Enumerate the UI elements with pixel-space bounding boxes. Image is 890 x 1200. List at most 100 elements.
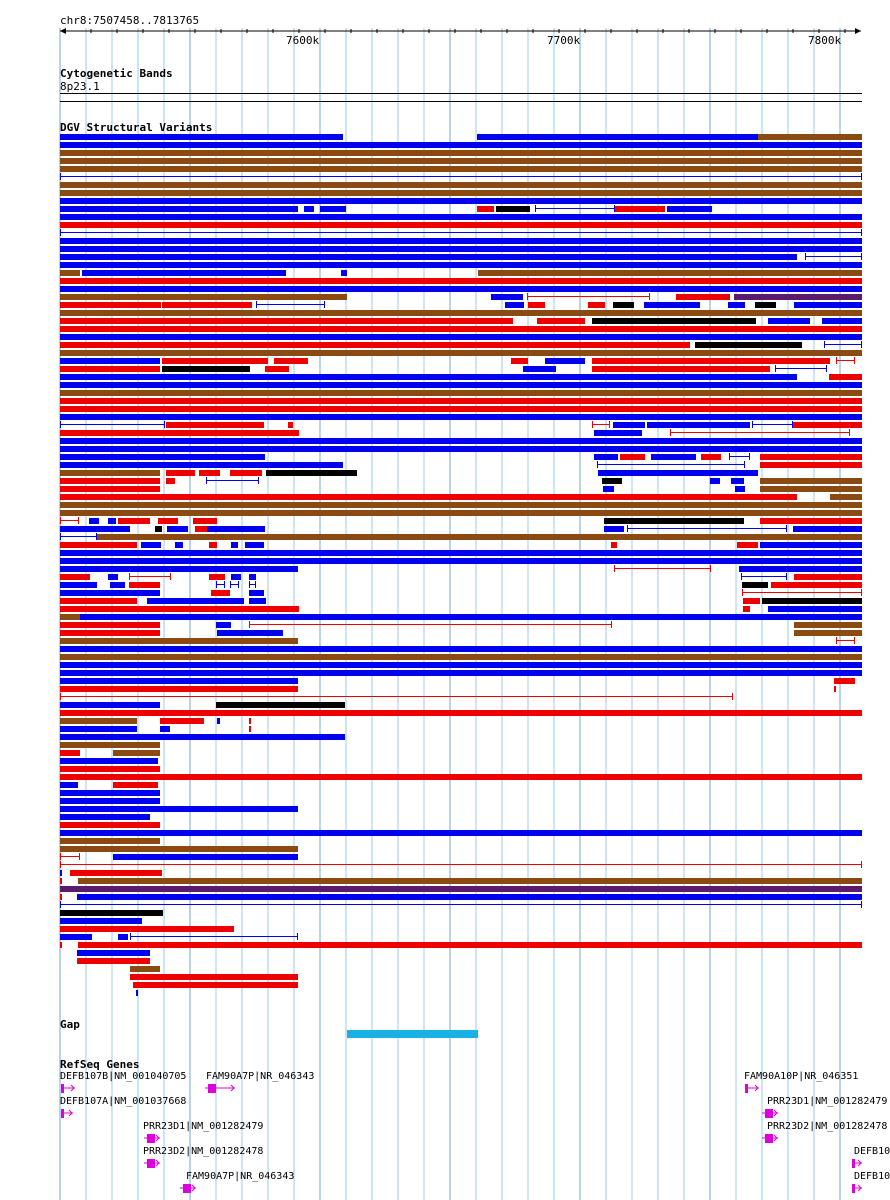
sv-feature[interactable] bbox=[743, 598, 760, 604]
sv-feature[interactable] bbox=[60, 533, 97, 540]
sv-feature[interactable] bbox=[249, 574, 256, 580]
sv-feature[interactable] bbox=[60, 822, 160, 828]
sv-feature[interactable] bbox=[614, 565, 711, 572]
sv-feature[interactable] bbox=[755, 302, 776, 308]
sv-feature[interactable] bbox=[245, 542, 264, 548]
sv-feature[interactable] bbox=[230, 470, 262, 476]
gap-block[interactable] bbox=[347, 1030, 478, 1038]
sv-feature[interactable] bbox=[613, 302, 634, 308]
sv-feature[interactable] bbox=[836, 357, 855, 364]
sv-feature[interactable] bbox=[60, 190, 862, 196]
sv-feature[interactable] bbox=[166, 478, 175, 484]
sv-feature[interactable] bbox=[60, 398, 862, 404]
sv-feature[interactable] bbox=[60, 262, 862, 268]
sv-feature[interactable] bbox=[743, 606, 750, 612]
sv-feature[interactable] bbox=[60, 270, 80, 276]
dgv-track-title[interactable]: DGV Structural Variants bbox=[60, 121, 213, 134]
sv-feature[interactable] bbox=[216, 581, 225, 588]
sv-feature[interactable] bbox=[60, 421, 165, 428]
sv-feature[interactable] bbox=[60, 238, 862, 244]
sv-feature[interactable] bbox=[60, 814, 150, 820]
sv-feature[interactable] bbox=[209, 574, 225, 580]
sv-feature[interactable] bbox=[97, 534, 862, 540]
sv-feature[interactable] bbox=[113, 854, 298, 860]
sv-feature[interactable] bbox=[775, 365, 827, 372]
gene-label[interactable]: FAM90A10P|NR_046351 bbox=[744, 1071, 859, 1082]
sv-feature[interactable] bbox=[129, 573, 171, 580]
sv-feature[interactable] bbox=[60, 486, 160, 492]
sv-feature[interactable] bbox=[288, 422, 293, 428]
sv-feature[interactable] bbox=[216, 702, 345, 708]
sv-feature[interactable] bbox=[108, 574, 118, 580]
sv-feature[interactable] bbox=[478, 270, 862, 276]
sv-feature[interactable] bbox=[320, 206, 346, 212]
sv-feature[interactable] bbox=[166, 470, 195, 476]
sv-feature[interactable] bbox=[60, 502, 862, 508]
sv-feature[interactable] bbox=[60, 870, 62, 876]
sv-feature[interactable] bbox=[60, 934, 92, 940]
sv-feature[interactable] bbox=[147, 598, 244, 604]
sv-feature[interactable] bbox=[133, 982, 298, 988]
sv-feature[interactable] bbox=[592, 421, 610, 428]
sv-feature[interactable] bbox=[60, 830, 862, 836]
sv-feature[interactable] bbox=[670, 429, 850, 436]
sv-feature[interactable] bbox=[505, 302, 524, 308]
sv-feature[interactable] bbox=[60, 478, 160, 484]
gene-label[interactable]: PRR23D2|NM_001282478 bbox=[767, 1121, 888, 1132]
sv-feature[interactable] bbox=[60, 614, 862, 620]
sv-feature[interactable] bbox=[167, 526, 188, 532]
sv-feature[interactable] bbox=[60, 302, 161, 308]
sv-feature[interactable] bbox=[760, 486, 862, 492]
sv-feature[interactable] bbox=[60, 374, 797, 380]
refseq-track-title[interactable]: RefSeq Genes bbox=[60, 1058, 140, 1071]
sv-feature[interactable] bbox=[341, 270, 347, 276]
sv-feature[interactable] bbox=[60, 606, 299, 612]
sv-feature[interactable] bbox=[113, 782, 158, 788]
sv-feature[interactable] bbox=[60, 782, 78, 788]
sv-feature[interactable] bbox=[734, 294, 862, 300]
sv-feature[interactable] bbox=[752, 421, 793, 428]
sv-feature[interactable] bbox=[771, 582, 862, 588]
sv-feature[interactable] bbox=[60, 678, 298, 684]
cytoband-track-title[interactable]: Cytogenetic Bands bbox=[60, 67, 173, 80]
sv-feature[interactable] bbox=[760, 478, 862, 484]
sv-feature[interactable] bbox=[60, 278, 862, 284]
sv-feature[interactable] bbox=[644, 302, 700, 308]
sv-feature[interactable] bbox=[60, 590, 160, 596]
sv-feature[interactable] bbox=[60, 342, 690, 348]
sv-feature[interactable] bbox=[729, 453, 750, 460]
sv-feature[interactable] bbox=[793, 526, 862, 532]
sv-feature[interactable] bbox=[60, 294, 347, 300]
sv-feature[interactable] bbox=[695, 342, 802, 348]
sv-feature[interactable] bbox=[60, 926, 234, 932]
sv-feature[interactable] bbox=[60, 638, 298, 644]
sv-feature[interactable] bbox=[768, 318, 810, 324]
sv-feature[interactable] bbox=[60, 334, 862, 340]
sv-feature[interactable] bbox=[78, 878, 862, 884]
sv-feature[interactable] bbox=[211, 590, 230, 596]
sv-feature[interactable] bbox=[60, 318, 513, 324]
sv-feature[interactable] bbox=[60, 734, 160, 740]
sv-feature[interactable] bbox=[60, 846, 298, 852]
sv-feature[interactable] bbox=[741, 573, 787, 580]
sv-feature[interactable] bbox=[60, 790, 160, 796]
gene-label[interactable]: DEFB107B|NM_001040705 bbox=[60, 1071, 187, 1082]
sv-feature[interactable] bbox=[60, 414, 862, 420]
sv-feature[interactable] bbox=[834, 678, 855, 684]
sv-feature[interactable] bbox=[604, 526, 624, 532]
sv-feature[interactable] bbox=[528, 302, 545, 308]
sv-feature[interactable] bbox=[130, 966, 160, 972]
sv-feature[interactable] bbox=[158, 518, 178, 524]
sv-feature[interactable] bbox=[249, 581, 256, 588]
sv-feature[interactable] bbox=[592, 366, 770, 372]
sv-feature[interactable] bbox=[60, 614, 80, 620]
sv-feature[interactable] bbox=[523, 366, 556, 372]
sv-feature[interactable] bbox=[594, 430, 642, 436]
sv-feature[interactable] bbox=[60, 550, 862, 556]
sv-feature[interactable] bbox=[676, 294, 730, 300]
sv-feature[interactable] bbox=[160, 734, 345, 740]
sv-feature[interactable] bbox=[77, 958, 150, 964]
sv-feature[interactable] bbox=[760, 518, 862, 524]
sv-feature[interactable] bbox=[206, 477, 259, 484]
sv-feature[interactable] bbox=[130, 933, 298, 940]
